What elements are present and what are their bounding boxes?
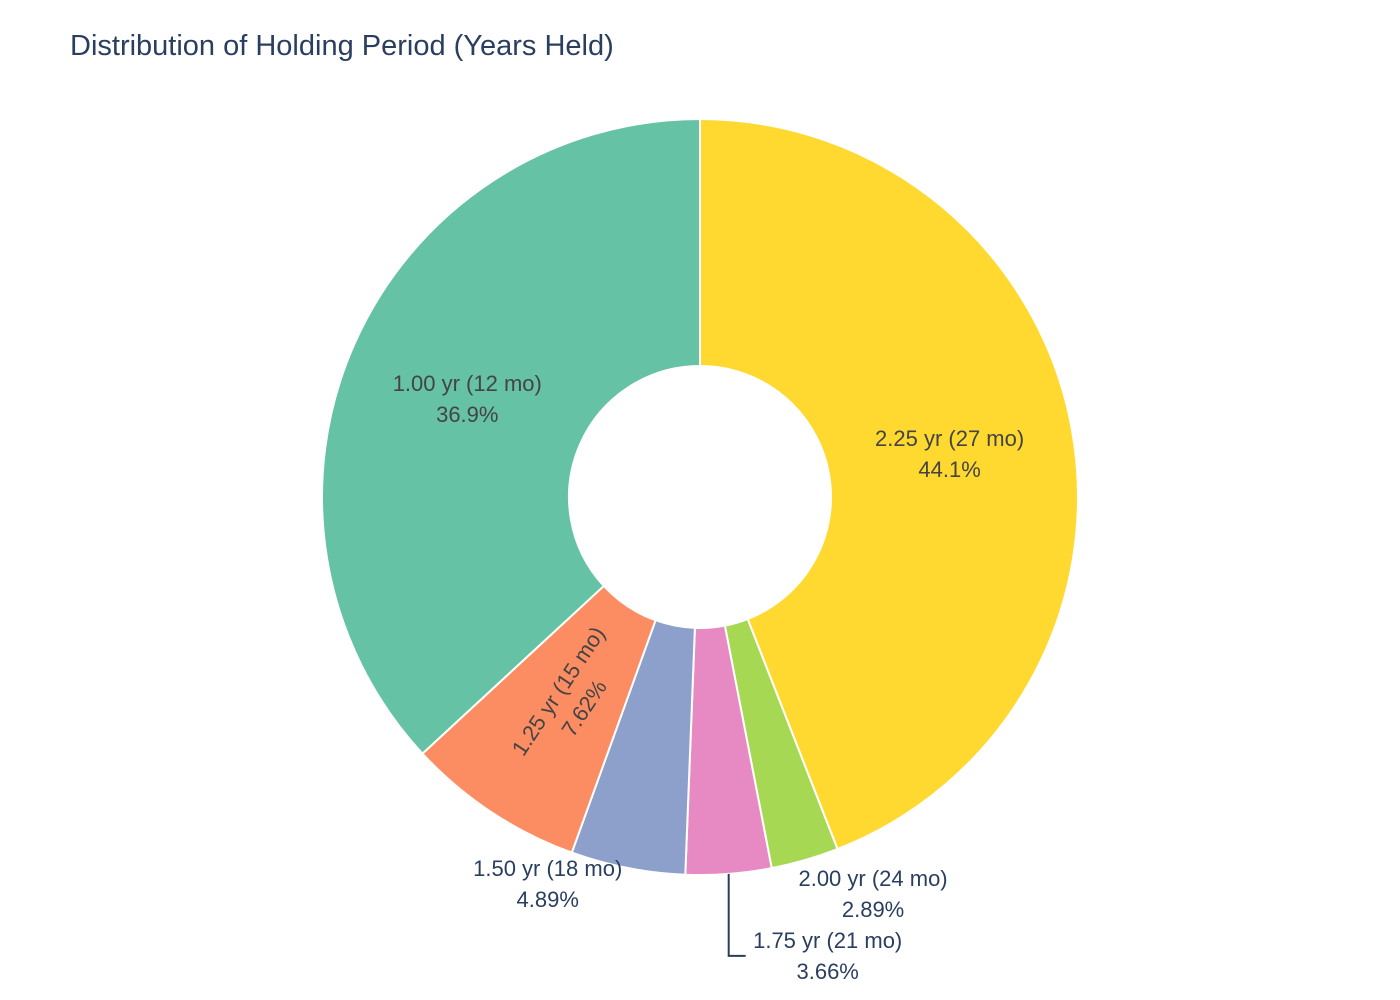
slice-label-1-50-yr-18-mo: 1.50 yr (18 mo) 4.89% [473, 856, 622, 912]
slice-label-text: 1.00 yr (12 mo) [393, 371, 542, 396]
slice-percent-text: 4.89% [517, 887, 579, 912]
slice-label-2-00-yr-24-mo: 2.00 yr (24 mo) 2.89% [798, 866, 947, 922]
slice-percent-text: 44.1% [918, 457, 980, 482]
slice-2-25-yr-27-mo[interactable] [699, 117, 1079, 851]
slice-label-text: 2.25 yr (27 mo) [875, 426, 1024, 451]
slices-layer [321, 117, 1079, 877]
slice-label-text: 1.75 yr (21 mo) [753, 928, 902, 953]
leader-line-1-75-yr [727, 873, 746, 957]
slice-1-25-yr-15-mo[interactable] [421, 584, 657, 854]
slice-label-1-75-yr-21-mo: 1.75 yr (21 mo) 3.66% [753, 928, 902, 984]
slice-1-00-yr-12-mo[interactable] [321, 117, 701, 756]
slice-label-2-25-yr-27-mo: 2.25 yr (27 mo) 44.1% [875, 426, 1024, 482]
slice-percent-text: 2.89% [842, 897, 904, 922]
slice-label-text: 2.00 yr (24 mo) [798, 866, 947, 891]
slice-percent-text: 36.9% [436, 402, 498, 427]
slice-label-1-00-yr-12-mo: 1.00 yr (12 mo) 36.9% [393, 371, 542, 427]
chart-title: Distribution of Holding Period (Years He… [70, 30, 614, 62]
slice-percent-text: 3.66% [796, 959, 858, 984]
slice-label-text: 1.50 yr (18 mo) [473, 856, 622, 881]
